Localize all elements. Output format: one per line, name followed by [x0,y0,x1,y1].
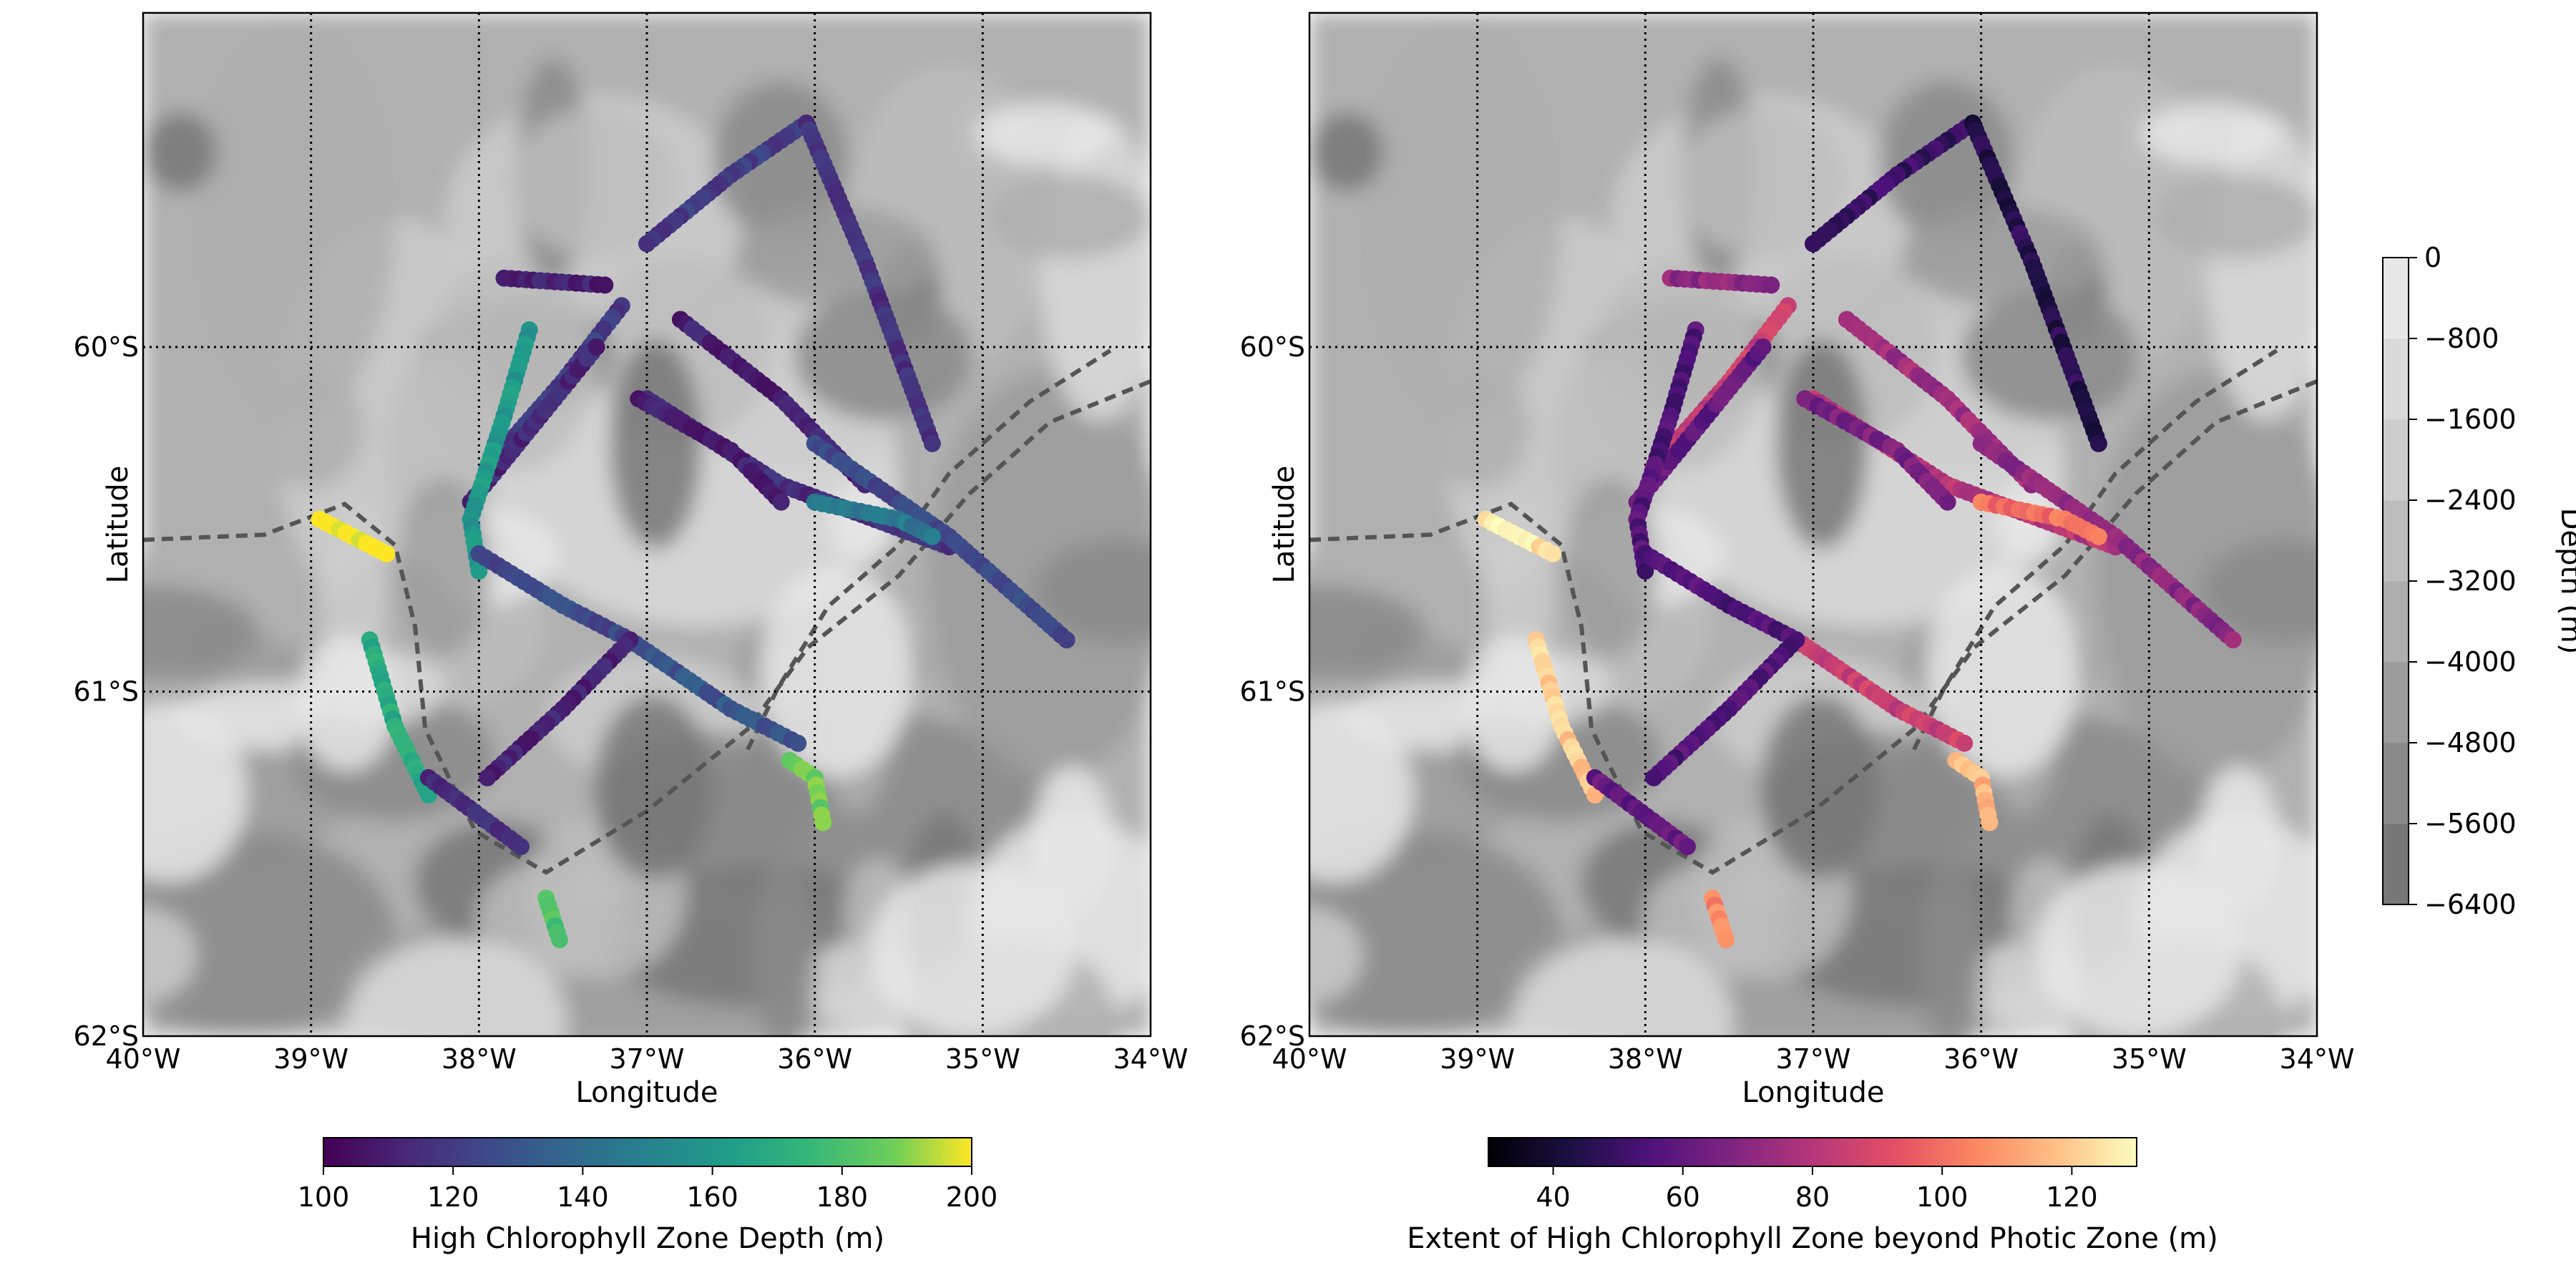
depth-tick-label: −1600 [2424,404,2517,435]
bathymetry-left [143,13,1151,1036]
y-tick-label: 61°S [1240,676,1305,708]
depth-tick-label: −4800 [2424,727,2517,758]
y-tick-label: 60°S [1240,331,1305,363]
track-point [596,276,614,294]
colorbar-tick-label: 100 [1916,1181,1968,1213]
track-point [1762,276,1780,294]
x-axis-label-left: Longitude [576,1076,718,1109]
depth-color-block [2383,743,2409,824]
track-point [470,562,488,580]
ship-tracks-left [311,114,1075,949]
track-point [2089,434,2107,452]
ship-tracks-right [1477,114,2242,949]
x-tick-label: 37°W [1776,1043,1851,1075]
track-point [2089,527,2107,545]
depth-colorbar: 0 −800 −1600 −2400 −3200 −4000 −4800 −5600 −6400… [2382,242,2576,920]
depth-tick-label: −3200 [2424,565,2517,597]
track-point [1981,814,1999,831]
y-tick-label: 61°S [74,676,139,708]
x-tick-label: 35°W [945,1043,1020,1075]
track-point [1645,769,1663,786]
depth-colorbar-label: Depth (m) [2555,508,2576,655]
track-point [1058,631,1075,649]
track-point [772,493,790,511]
colorbar-tick-label: 40 [1536,1181,1570,1213]
y-tick-label: 60°S [74,331,139,363]
axes-frame-right [1308,11,2318,1038]
x-tick-label: 40°W [1272,1043,1347,1075]
depth-color-block [2383,824,2409,905]
track-point [923,434,941,452]
extent-colorbar: 40 60 80 100 120 Extent of High Chlorophyll … [1407,1137,2218,1255]
track-point [923,527,941,545]
chlorophyll-depth-colorbar: 100 120 140 160 180 200 High Chlorophyll Zone… [298,1137,998,1255]
track-point [1679,838,1696,856]
x-tick-label: 36°W [777,1043,852,1075]
right-map-panel: 40°W 39°W 38°W 37°W 36°W 35°W 34°W 60°S 61°S 62°… [1240,11,2355,1109]
y-axis-label-right: Latitude [1268,466,1301,584]
depth-tick-label: −800 [2424,323,2499,354]
colorbar-tick-label: 180 [816,1181,869,1213]
depth-tick-label: 0 [2424,242,2441,273]
y-tick-label: 62°S [74,1020,139,1052]
magma-colorbar [1488,1137,2137,1167]
x-tick-label: 37°W [610,1043,685,1075]
x-tick-label: 38°W [441,1043,517,1075]
bathymetry-right [1309,13,2317,1036]
track-point [1805,235,1822,253]
colorbar-label-left: High Chlorophyll Zone Depth (m) [411,1222,884,1255]
y-tick-label: 62°S [1240,1020,1305,1052]
colorbar-tick-label: 140 [557,1181,609,1213]
colorbar-tick-label: 60 [1666,1181,1700,1213]
x-tick-label: 39°W [273,1043,348,1075]
depth-color-block [2383,419,2409,501]
x-axis-label-right: Longitude [1742,1076,1885,1109]
track-point [1544,545,1562,562]
colorbar-tick-label: 120 [2046,1181,2098,1213]
track-point [378,545,396,562]
x-tick-label: 39°W [1440,1043,1515,1075]
track-point [551,931,568,949]
x-tick-label: 36°W [1943,1043,2019,1075]
colorbar-tick-label: 160 [686,1181,738,1213]
depth-color-block [2383,581,2409,663]
depth-tick-label: −2400 [2424,484,2517,516]
graticule-left [143,13,1151,1036]
track-point [638,235,655,253]
depth-color-block [2383,500,2409,582]
track-point [789,734,807,752]
track-point [512,838,530,856]
depth-color-block [2383,258,2409,339]
x-tick-label: 34°W [2280,1043,2355,1075]
track-point [587,338,605,356]
x-tick-label: 34°W [1113,1043,1189,1075]
x-tick-label: 38°W [1608,1043,1683,1075]
viridis-colorbar [323,1137,972,1167]
graticule-right [1309,13,2317,1036]
colorbar-tick-label: 200 [946,1181,998,1213]
depth-tick-label: −6400 [2424,889,2517,920]
axes-frame-left [142,11,1152,1038]
track-point [1938,493,1956,511]
track-point [1956,734,1974,752]
depth-tick-label: −5600 [2424,808,2517,839]
depth-tick-label: −4000 [2424,646,2517,678]
track-point [1754,338,1772,356]
left-map-panel: 40°W 39°W 38°W 37°W 36°W 35°W 34°W 60°S 61°S 62°… [74,11,1189,1109]
track-point [1636,562,1654,580]
depth-color-block [2383,662,2409,743]
track-point [1717,931,1735,949]
track-point [814,814,832,831]
track-point [479,769,497,786]
y-axis-label-left: Latitude [102,466,135,584]
x-tick-label: 35°W [2112,1043,2187,1075]
track-point [2224,631,2242,649]
x-tick-label: 40°W [106,1043,181,1075]
colorbar-tick-label: 80 [1795,1181,1830,1213]
colorbar-tick-label: 100 [298,1181,350,1213]
depth-color-block [2383,338,2409,420]
colorbar-label-right: Extent of High Chlorophyll Zone beyond P… [1407,1222,2218,1255]
colorbar-tick-label: 120 [427,1181,479,1213]
